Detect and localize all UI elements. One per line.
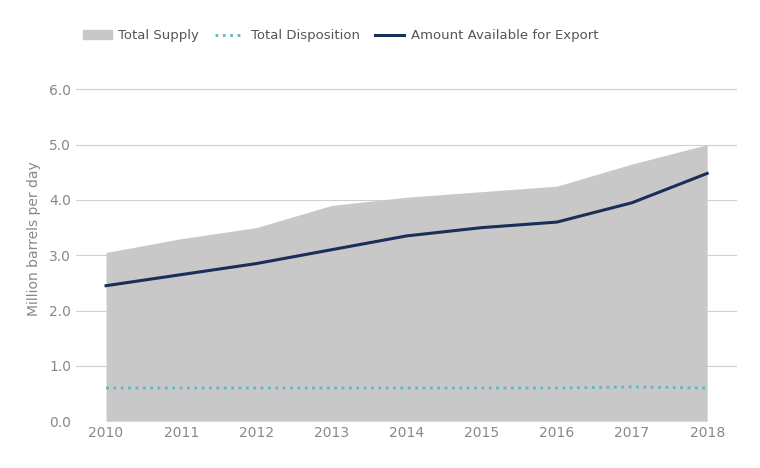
Y-axis label: Million barrels per day: Million barrels per day xyxy=(27,161,41,316)
Legend: Total Supply, Total Disposition, Amount Available for Export: Total Supply, Total Disposition, Amount … xyxy=(83,29,599,42)
